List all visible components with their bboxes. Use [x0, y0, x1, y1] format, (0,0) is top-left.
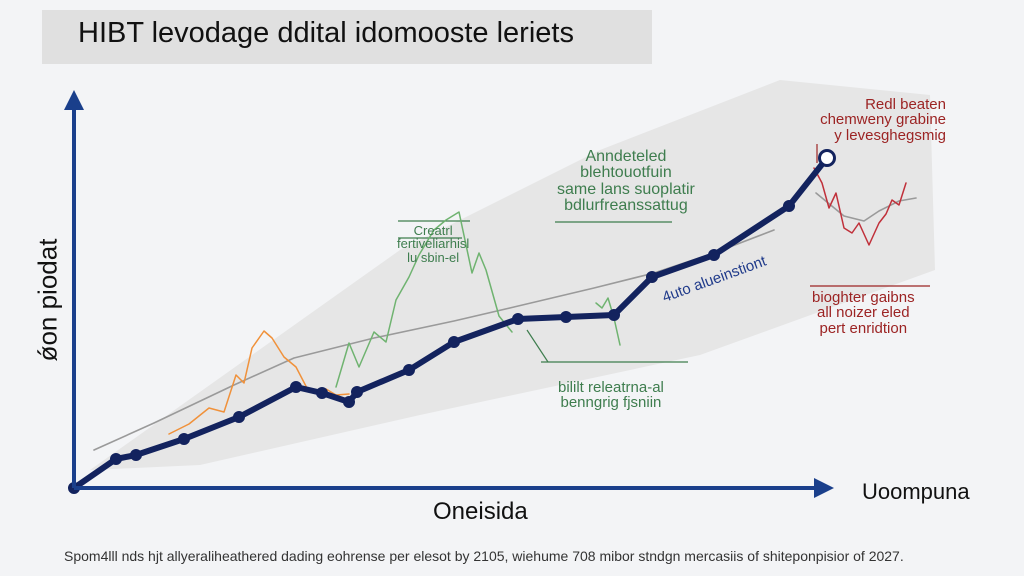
annotation-bottom-green-line: benngrig fjsniin — [560, 394, 662, 412]
title-box — [42, 10, 652, 64]
data-point — [448, 336, 460, 348]
annotation-bottom-green: bililt releatrna-al benngrig fjsniin — [558, 380, 664, 411]
annotation-top-green-line: bdlurfreanssattug — [564, 196, 688, 214]
data-point — [130, 449, 142, 461]
annotation-top-red-line: y levesghegsmig — [834, 126, 946, 144]
data-point — [783, 200, 795, 212]
annotation-mid-green-line: fertiveliarhisl — [397, 236, 470, 252]
data-point — [343, 396, 355, 408]
series-line-6 — [815, 192, 917, 222]
data-point-last — [818, 149, 836, 167]
data-point — [290, 381, 302, 393]
leader-line-bottom-green-diag — [526, 329, 549, 363]
annotation-right-red-line: bioghter gaibns — [812, 289, 915, 306]
annotation-right-red-line: all noizer eled — [817, 304, 910, 322]
data-point — [560, 311, 572, 323]
annotation-top-green-line: same lans suoplatir — [557, 180, 695, 198]
shaded-band — [90, 80, 935, 470]
annotation-top-green: Anndeteled blehtouotfuin same lans suopl… — [557, 148, 695, 214]
annotation-top-red: Redl beaten chemweny grabine y levesgheg… — [806, 97, 946, 143]
data-point — [233, 411, 245, 423]
annotation-bottom-green-line: bililt releatrna-al — [558, 379, 664, 396]
annotation-mid-green-line: Creatrl — [413, 223, 453, 238]
annotation-top-red-line: Redl beaten — [865, 96, 946, 113]
series-layer — [68, 149, 917, 494]
data-point — [512, 313, 524, 325]
data-point — [403, 364, 415, 376]
data-point — [708, 249, 720, 261]
series-line-0 — [71, 155, 830, 491]
x-axis-label: Oneisida — [433, 498, 528, 525]
annotation-top-green-line: blehtouotfuin — [580, 164, 672, 182]
chart-title: HIBT levodage ddital idomooste leriets — [78, 17, 574, 49]
series-line-2 — [335, 211, 513, 388]
y-axis-label: ǿon piodat — [32, 238, 63, 362]
data-point — [110, 453, 122, 465]
data-point — [351, 386, 363, 398]
data-point — [178, 433, 190, 445]
series-line-3 — [595, 297, 621, 346]
data-point — [316, 387, 328, 399]
data-point — [608, 309, 620, 321]
series-line-4 — [813, 167, 907, 246]
annotation-lines — [398, 144, 930, 363]
annotation-mid-green: Creatrl fertiveliarhisl lu sbin-el — [397, 224, 469, 264]
annotation-mid-green-line: lu sbin-el — [407, 249, 460, 265]
annotation-top-green-line: Anndeteled — [585, 148, 667, 165]
annotation-top-red-line: chemweny grabine — [820, 111, 946, 129]
x-axis-end-label: Uoompuna — [862, 479, 970, 504]
data-point — [646, 271, 658, 283]
annotation-right-red-line: pert enridtion — [819, 319, 908, 337]
annotation-right-red: bioghter gaibns all noizer eled pert enr… — [812, 290, 915, 336]
footnote: Spom4lll nds hjt allyeraliheathered dadi… — [64, 548, 904, 564]
